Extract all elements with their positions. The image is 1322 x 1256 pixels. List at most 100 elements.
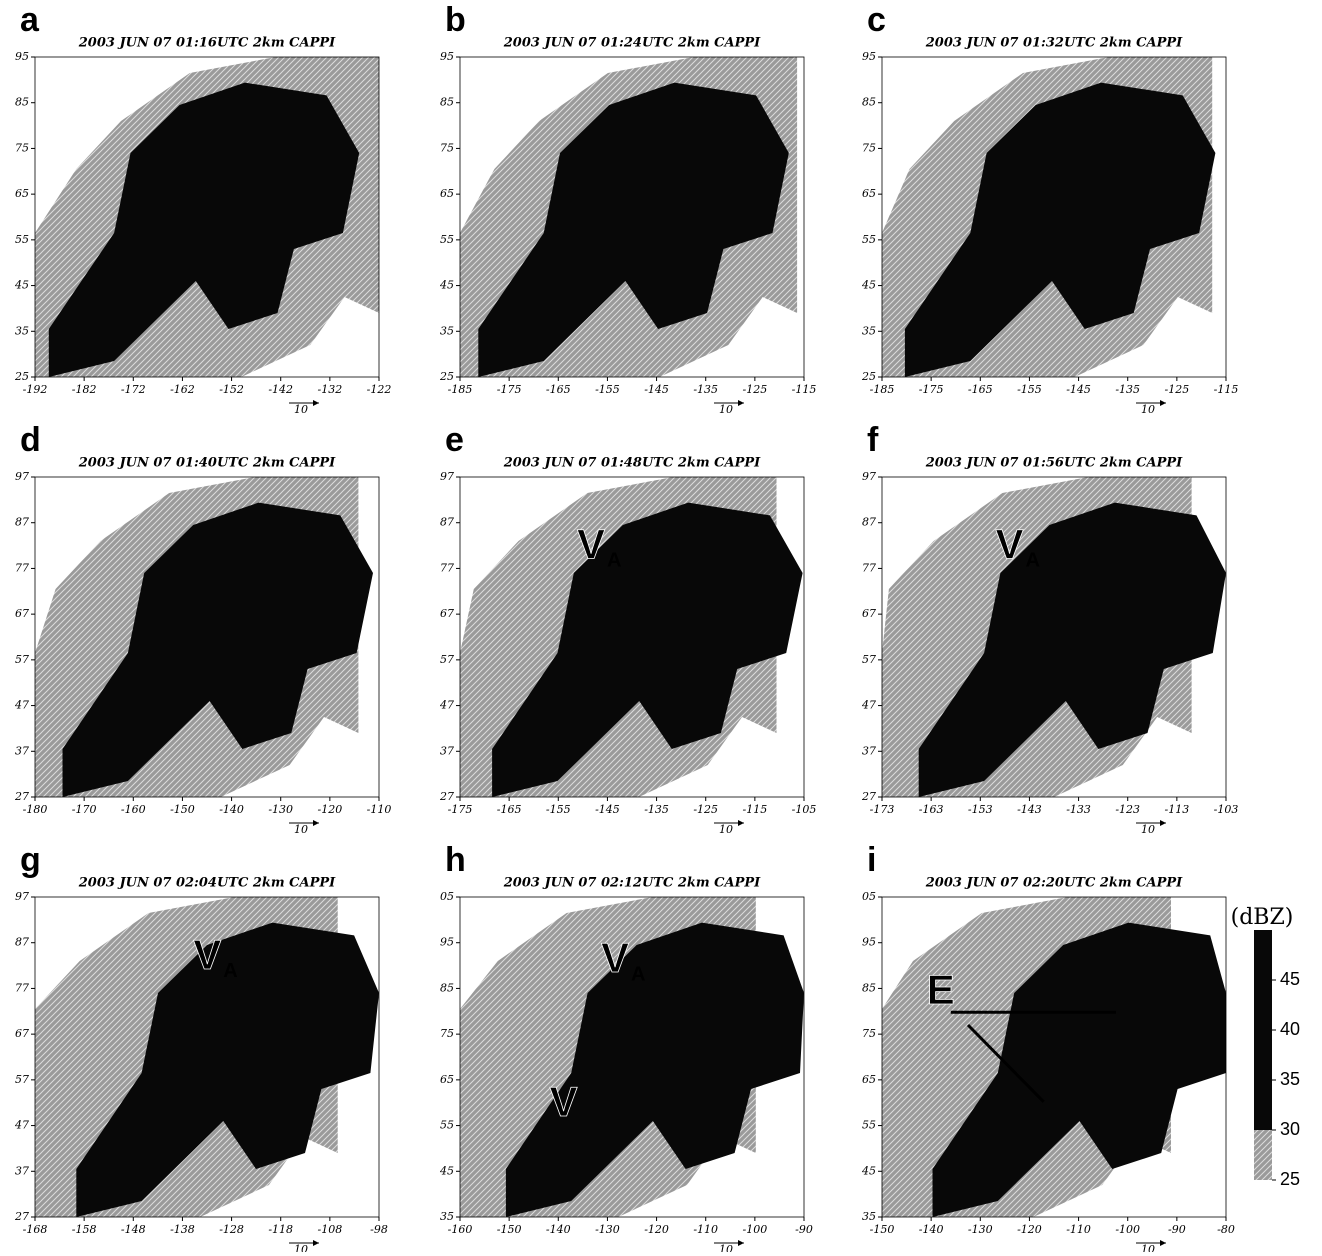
y-tick-label: 85	[862, 96, 876, 109]
reference-vector-head	[738, 1240, 744, 1246]
panel-label: h	[445, 841, 466, 879]
annotation: V	[193, 931, 221, 978]
x-tick-label: -122	[367, 383, 392, 396]
y-tick-label: 25	[439, 370, 454, 383]
reference-vector-label: 10	[294, 823, 308, 836]
panel-title: 2003 JUN 07 01:24UTC 2km CAPPI	[503, 36, 761, 51]
y-tick-label: 27	[861, 790, 876, 803]
x-tick-label: -105	[792, 803, 817, 816]
y-tick-label: 47	[439, 699, 454, 712]
reference-vector-label: 10	[1141, 403, 1155, 416]
y-tick-label: 55	[862, 1119, 876, 1132]
y-tick-label: 65	[440, 187, 454, 200]
panel-label: b	[445, 1, 466, 39]
x-tick-label: -185	[870, 383, 895, 396]
panel-label: e	[445, 421, 464, 459]
x-tick-label: -140	[219, 803, 244, 816]
y-tick-label: 95	[862, 50, 876, 63]
y-tick-label: 85	[862, 981, 876, 994]
panel: f2003 JUN 07 01:56UTC 2km CAPPI-173-163-…	[861, 421, 1238, 836]
x-tick-label: -110	[367, 803, 392, 816]
panel-label: f	[867, 421, 879, 459]
y-tick-label: 55	[440, 1119, 454, 1132]
x-tick-label: -155	[595, 383, 620, 396]
x-tick-label: -125	[742, 383, 767, 396]
annotation-sub: A	[607, 550, 621, 572]
x-tick-label: -108	[317, 1223, 342, 1236]
panel-label: g	[20, 841, 41, 879]
y-tick-label: 77	[862, 561, 876, 574]
x-tick-label: -135	[1115, 383, 1140, 396]
reference-vector-head	[1160, 400, 1166, 406]
y-tick-label: 35	[862, 1210, 876, 1223]
x-tick-label: -118	[268, 1223, 293, 1236]
x-tick-label: -145	[595, 803, 620, 816]
y-tick-label: 87	[862, 516, 876, 529]
x-tick-label: -160	[121, 803, 146, 816]
y-tick-label: 65	[862, 187, 876, 200]
annotation: E	[927, 966, 955, 1013]
y-tick-label: 47	[14, 1119, 29, 1132]
y-tick-label: 37	[862, 744, 876, 757]
y-tick-label: 57	[862, 653, 876, 666]
x-tick-label: -135	[644, 803, 669, 816]
x-tick-label: -148	[121, 1223, 146, 1236]
y-tick-label: 25	[14, 370, 29, 383]
y-tick-label: 27	[14, 1210, 29, 1223]
reference-vector-label: 10	[1141, 823, 1155, 836]
y-tick-label: 75	[15, 141, 29, 154]
y-tick-label: 75	[440, 141, 454, 154]
y-tick-label: 75	[862, 141, 876, 154]
y-tick-label: 77	[440, 561, 454, 574]
x-tick-label: -170	[72, 803, 97, 816]
y-tick-label: 27	[14, 790, 29, 803]
x-tick-label: -132	[317, 383, 342, 396]
y-tick-label: 97	[440, 470, 454, 483]
y-tick-label: 47	[14, 699, 29, 712]
x-tick-label: -125	[693, 803, 718, 816]
y-tick-label: 25	[861, 370, 876, 383]
x-tick-label: -130	[595, 1223, 620, 1236]
panel-title: 2003 JUN 07 01:16UTC 2km CAPPI	[78, 36, 336, 51]
y-tick-label: 95	[862, 936, 876, 949]
x-tick-label: -133	[1066, 803, 1091, 816]
reference-vector-head	[313, 1240, 319, 1246]
reference-vector-label: 10	[719, 1243, 733, 1252]
x-tick-label: -120	[317, 803, 342, 816]
y-tick-label: 37	[15, 744, 29, 757]
y-tick-label: 45	[439, 1164, 454, 1177]
x-tick-label: -165	[546, 383, 571, 396]
colorbar-low	[1254, 1130, 1272, 1180]
panel-title: 2003 JUN 07 01:32UTC 2km CAPPI	[925, 36, 1183, 51]
x-tick-label: -140	[919, 1223, 944, 1236]
panel: c2003 JUN 07 01:32UTC 2km CAPPI-185-175-…	[861, 1, 1238, 416]
y-tick-label: 05	[440, 890, 454, 903]
y-tick-label: 57	[15, 653, 29, 666]
x-tick-label: -100	[742, 1223, 767, 1236]
x-tick-label: -128	[219, 1223, 244, 1236]
x-tick-label: -175	[448, 803, 473, 816]
y-tick-label: 75	[862, 1027, 876, 1040]
y-tick-label: 97	[15, 470, 29, 483]
y-tick-label: 67	[440, 607, 454, 620]
y-tick-label: 95	[15, 50, 29, 63]
reference-vector-label: 10	[1141, 1243, 1155, 1252]
y-tick-label: 67	[862, 607, 876, 620]
reference-vector-head	[1160, 1240, 1166, 1246]
x-tick-label: -172	[121, 383, 146, 396]
x-tick-label: -145	[644, 383, 669, 396]
reference-vector-head	[738, 400, 744, 406]
x-tick-label: -153	[968, 803, 993, 816]
x-tick-label: -100	[1115, 1223, 1140, 1236]
panel: d2003 JUN 07 01:40UTC 2km CAPPI-180-170-…	[14, 421, 391, 836]
annotation: V	[549, 1078, 577, 1125]
x-tick-label: -130	[968, 1223, 993, 1236]
y-tick-label: 35	[440, 1210, 454, 1223]
x-tick-label: -152	[219, 383, 244, 396]
y-tick-label: 95	[440, 936, 454, 949]
x-tick-label: -158	[72, 1223, 97, 1236]
colorbar-tick-label: 45	[1280, 969, 1300, 989]
panel: i2003 JUN 07 02:20UTC 2km CAPPI-150-140-…	[861, 841, 1300, 1252]
x-tick-label: -175	[497, 383, 522, 396]
